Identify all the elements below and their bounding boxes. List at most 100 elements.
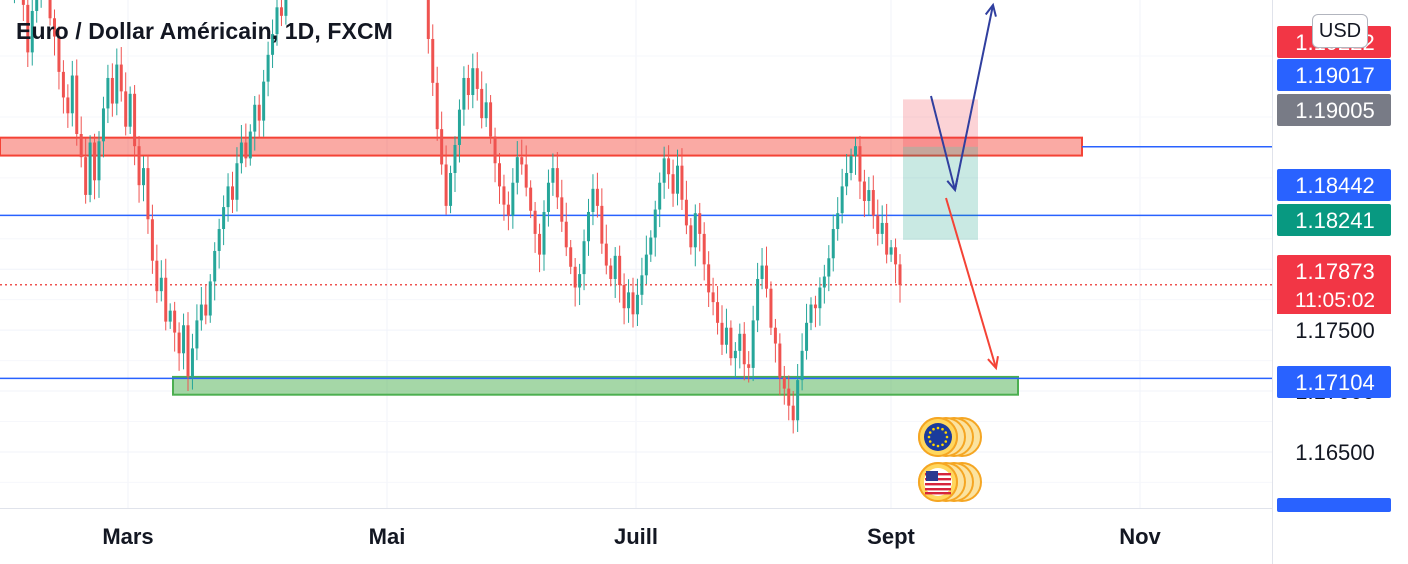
candle-body [702,233,706,265]
trend-arrows[interactable] [930,2,999,371]
candle-body [640,275,644,295]
us-stripe [925,483,951,486]
candle-body [155,260,159,292]
candle-body [453,144,457,173]
candle-body [689,225,693,248]
price-label[interactable] [1277,204,1391,236]
candle-body [110,77,114,104]
y-tick-label: 1.16500 [1295,440,1375,465]
candle-body [70,75,74,114]
candle-body [676,165,679,194]
x-tick-label: Nov [1119,524,1161,549]
candle-body [818,287,822,309]
position-stop-area[interactable] [903,99,978,147]
candle-body [840,186,844,214]
candle-body [208,281,212,316]
candle-body [159,277,163,292]
position-tool[interactable] [903,99,978,240]
candle-body [591,188,595,212]
price-label-text: 1.17104 [1295,370,1375,395]
candle-body [800,350,804,381]
eu-star [932,427,935,431]
candlestick-series [13,0,902,434]
candle-body [671,174,675,194]
candle-body [662,158,666,183]
chart-title: Euro / Dollar Américain, 1D, FXCM [16,18,393,44]
candle-body [831,229,835,259]
x-tick-label: Mars [102,524,153,549]
candle-body [667,158,671,175]
red-arrow-down-head [987,355,999,371]
us-stripe [925,488,951,491]
horizontal-lines[interactable] [0,146,1272,380]
price-label[interactable] [1277,94,1391,126]
price-label[interactable] [1277,59,1391,91]
eu-star [941,443,944,447]
eu-flag-icon [924,423,952,451]
candle-body [742,333,746,365]
candle-body [457,109,461,145]
candle-body [88,142,92,195]
candle-body [511,182,515,216]
candle-body [97,141,101,181]
support-zone[interactable] [172,375,1019,396]
candle-body [609,265,613,279]
candle-body [168,310,172,322]
x-tick-label: Juill [614,524,658,549]
candle-body [30,10,34,53]
currency-button[interactable]: USD [1312,14,1368,48]
candle-body [627,292,631,309]
candle-body [440,129,444,165]
candle-body [631,292,635,315]
countdown-text: 11:05:02 [1295,289,1375,312]
x-tick-label: Sept [867,524,915,549]
candle-body [177,332,181,354]
price-label-text: 1.17873 [1295,259,1375,284]
candle-body [248,131,252,159]
candle-body [805,322,809,351]
chart-zones[interactable] [0,136,1083,396]
red-arrow-down[interactable] [945,197,997,369]
candle-body [684,199,688,226]
candle-body [854,146,857,156]
price-label[interactable] [1277,366,1391,398]
x-tick-label: Mai [369,524,406,549]
candle-body [760,265,764,279]
candle-body [649,237,653,255]
candle-body [271,34,275,55]
candle-body [515,157,519,183]
candle-body [756,278,760,321]
blue-arrow-up[interactable] [954,4,994,191]
candle-body [827,258,831,277]
candle-body [778,343,782,378]
candle-body [61,71,65,98]
candle-body [809,304,813,323]
candle-body [862,181,866,202]
economic-event-icons[interactable] [918,417,982,502]
candle-body [889,247,893,255]
price-label[interactable] [1277,169,1391,201]
candle-body [493,136,497,164]
candle-body [204,304,208,316]
us-canton [926,471,938,481]
candle-body [266,54,270,82]
price-label[interactable] [1277,255,1391,287]
y-tick-label: 1.17500 [1295,318,1375,343]
candle-body [595,188,599,206]
candle-body [546,182,550,212]
candle-body [84,157,88,195]
candle-body [186,325,190,377]
candle-body [217,229,221,251]
candle-body [190,348,194,377]
position-target-area[interactable] [903,146,978,240]
candle-body [471,68,475,96]
price-label-text: 1.18442 [1295,173,1375,198]
candle-body [680,165,684,200]
candle-body [462,77,466,110]
candle-body [133,93,137,147]
candle-body [751,320,755,368]
candle-body [729,327,733,359]
blue-arrow-down[interactable] [930,95,956,191]
price-label-text: 1.19017 [1295,63,1375,88]
